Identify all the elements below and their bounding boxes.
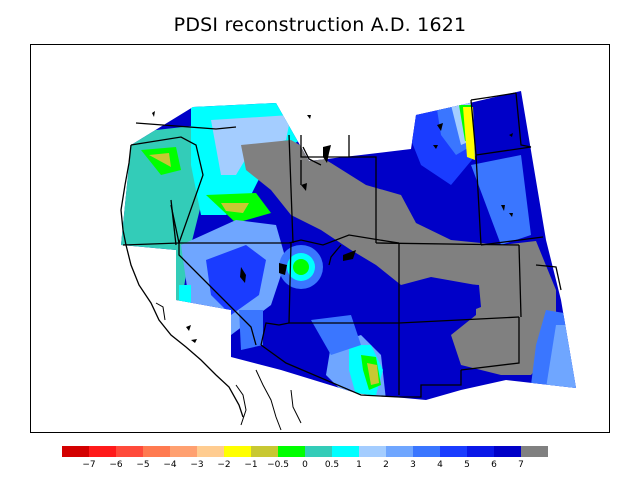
- az-west-blue: [311, 315, 361, 355]
- canada-border-west: [135, 122, 237, 130]
- legend-swatch: [413, 446, 440, 457]
- az-mexico-border: [260, 344, 400, 398]
- legend-tick-labels: −7 −6 −5 −4 −3 −2 −1 −0.5 0 0.5 1 2 3 4 5 6 7: [62, 460, 580, 474]
- sf-bay: [155, 302, 166, 321]
- montana-lake-1: [437, 123, 443, 131]
- idaho-wy-north: [288, 234, 400, 246]
- legend-swatch: [116, 446, 143, 457]
- legend-tick-label: 6: [491, 460, 497, 470]
- colorado-blue-hole: [441, 283, 481, 317]
- lake-1: [307, 115, 311, 119]
- legend-tick-label: 7: [518, 460, 524, 470]
- nv-ut-az-line: [260, 242, 292, 346]
- id-mt-line: [288, 134, 294, 244]
- montana-yellow-strip: [463, 107, 475, 160]
- legend-tick-label: −0.5: [267, 460, 289, 470]
- legend-swatch: [170, 446, 197, 457]
- ks-co-line: [518, 244, 522, 318]
- legend-swatch: [89, 446, 116, 457]
- legend-swatch: [62, 446, 89, 457]
- map-title: PDSI reconstruction A.D. 1621: [173, 14, 467, 36]
- pacific-coastline: [120, 144, 244, 418]
- az-olive-zone: [367, 363, 379, 385]
- great-salt-lake-edge: [328, 244, 342, 266]
- lake-3: [509, 213, 513, 217]
- dakota-blue: [471, 155, 531, 245]
- pyramid-lake: [240, 267, 246, 283]
- color-legend: −7 −6 −5 −4 −3 −2 −1 −0.5 0 0.5 1 2 3 4 5 6 7: [62, 446, 580, 476]
- legend-tick-label: 0: [302, 460, 308, 470]
- island-3: [191, 339, 197, 343]
- utah-green-spot: [293, 259, 309, 275]
- legend-tick-label: 5: [464, 460, 470, 470]
- legend-tick-label: −4: [163, 460, 177, 470]
- or-id-edge: [170, 199, 177, 246]
- legend-tick-label: −7: [82, 460, 96, 470]
- map-panel: [30, 44, 610, 433]
- ca-cyan-edge: [179, 285, 191, 310]
- washington-outline: [130, 136, 204, 246]
- co-nm-line: [398, 316, 520, 324]
- legend-colorbar: [62, 446, 548, 457]
- legend-swatch: [251, 446, 278, 457]
- legend-tick-label: 3: [410, 460, 416, 470]
- legend-tick-label: −1: [244, 460, 258, 470]
- utah-lake: [279, 263, 287, 275]
- or-ca-line: [122, 242, 180, 246]
- wy-co-line: [375, 242, 520, 246]
- nd-east-line: [515, 92, 532, 148]
- legend-swatch: [332, 446, 359, 457]
- ne-line: [480, 236, 544, 246]
- state-boundaries: [122, 92, 562, 398]
- mt-wy-line-west: [300, 135, 349, 158]
- ks-edge: [535, 264, 562, 291]
- legend-swatch: [440, 446, 467, 457]
- gulf-coast-west: [255, 369, 282, 431]
- legend-tick-label: −3: [190, 460, 204, 470]
- legend-swatch: [386, 446, 413, 457]
- legend-swatch: [359, 446, 386, 457]
- legend-swatch: [521, 446, 548, 457]
- legend-tick-label: 2: [383, 460, 389, 470]
- dakota-lake: [501, 205, 505, 211]
- ca-nv-border: [178, 243, 257, 346]
- gulf-coast-east: [290, 389, 302, 424]
- legend-tick-label: 0.5: [324, 460, 340, 470]
- legend-swatch: [305, 446, 332, 457]
- montana-lake-2: [433, 145, 438, 149]
- nm-mexico-border: [399, 370, 462, 398]
- great-salt-lake: [343, 250, 356, 261]
- lake-2: [509, 133, 513, 137]
- nd-sd-line: [475, 146, 532, 156]
- legend-tick-label: −6: [109, 460, 123, 470]
- legend-swatch: [197, 446, 224, 457]
- wy-west-line: [349, 156, 377, 243]
- nm-east-line: [460, 317, 520, 371]
- legend-tick-label: 1: [356, 460, 362, 470]
- baja-coast: [235, 384, 247, 426]
- island-2: [186, 325, 191, 331]
- flathead-lake: [323, 145, 331, 163]
- legend-swatch: [494, 446, 521, 457]
- yellowstone-line: [302, 146, 322, 166]
- legend-tick-label: −2: [217, 460, 231, 470]
- island-1: [152, 111, 155, 117]
- legend-swatch: [143, 446, 170, 457]
- yellowstone-lake: [301, 183, 307, 191]
- canada-border-east: [470, 92, 517, 101]
- pdsi-map: [120, 91, 576, 431]
- ca-south-blue: [239, 310, 263, 350]
- legend-tick-label: −5: [136, 460, 150, 470]
- nevada-olive: [221, 203, 249, 213]
- wa-olive-patch: [149, 153, 171, 167]
- legend-swatch: [278, 446, 305, 457]
- legend-swatch: [224, 446, 251, 457]
- legend-tick-label: 4: [437, 460, 443, 470]
- legend-swatch: [467, 446, 494, 457]
